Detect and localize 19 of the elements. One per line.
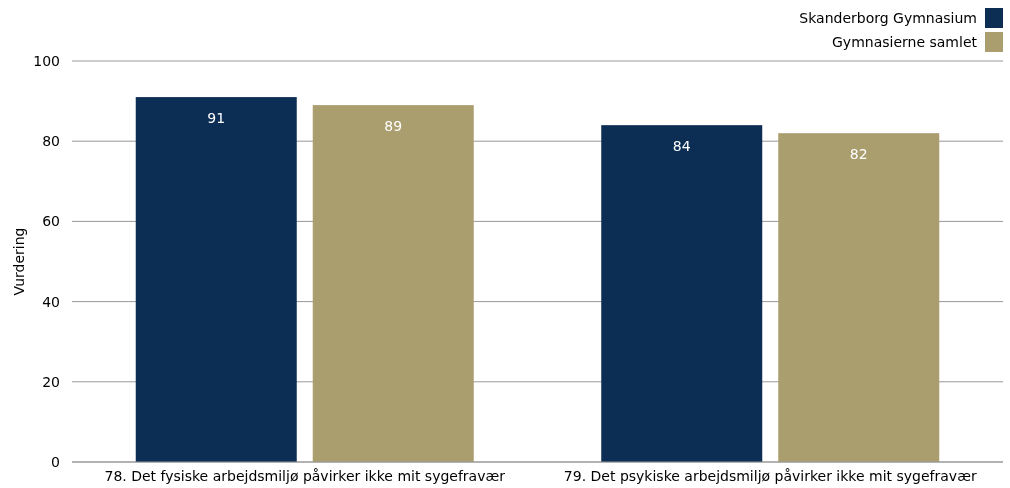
data-label: 89 <box>384 118 403 135</box>
data-label: 82 <box>849 146 868 163</box>
data-label: 84 <box>672 138 691 155</box>
x-tick-label: 79. Det psykiske arbejdsmiljø påvirker ikke mit sygefravær <box>563 468 977 484</box>
bar <box>135 97 297 462</box>
y-tick-label: 100 <box>33 53 60 69</box>
x-tick-label: 78. Det fysiske arbejdsmiljø påvirker ikke mit sygefravær <box>104 468 506 484</box>
y-tick-label: 0 <box>51 454 60 470</box>
bar <box>601 125 763 462</box>
legend-label: Gymnasierne samlet <box>832 34 978 50</box>
y-axis-title: Vurdering <box>11 227 27 296</box>
y-tick-label: 40 <box>42 293 60 310</box>
y-tick-label: 80 <box>42 133 60 150</box>
y-tick-label: 20 <box>42 373 60 390</box>
bar <box>312 105 474 462</box>
data-label: 91 <box>207 110 226 127</box>
y-tick-label: 60 <box>42 213 60 230</box>
legend-label: Skanderborg Gymnasium <box>799 10 977 26</box>
bar <box>778 133 940 462</box>
